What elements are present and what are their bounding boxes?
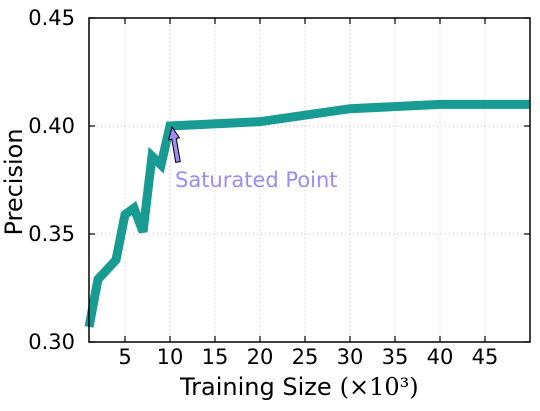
- y-tick-label: 0.35: [28, 222, 75, 246]
- x-axis-label-main: Training Size: [179, 373, 332, 401]
- y-tick-label: 0.30: [28, 330, 75, 354]
- x-tick-label: 25: [292, 345, 319, 369]
- x-tick-label: 15: [202, 345, 229, 369]
- y-axis-title: Precision: [0, 128, 28, 235]
- annotation-label: Saturated Point: [175, 168, 338, 192]
- x-tick-label: 5: [118, 345, 131, 369]
- x-tick-label: 35: [382, 345, 409, 369]
- x-tick-label: 40: [427, 345, 454, 369]
- x-tick-label: 45: [472, 345, 499, 369]
- series-line-0: [89, 104, 530, 326]
- x-tick-label: 10: [157, 345, 184, 369]
- annotation-layer: Saturated Point: [169, 127, 338, 192]
- y-tick-label: 0.40: [28, 114, 75, 138]
- x-tick-label: 20: [247, 345, 274, 369]
- x-tick-label: 30: [337, 345, 364, 369]
- series-layer: [89, 104, 530, 326]
- x-axis-label-math: (×10³): [340, 373, 419, 401]
- annotation-arrow-shape: [169, 127, 181, 162]
- annotation-arrow: [169, 127, 181, 162]
- y-tick-label: 0.45: [28, 6, 75, 30]
- x-axis-title: Training Size (×10³): [179, 373, 419, 401]
